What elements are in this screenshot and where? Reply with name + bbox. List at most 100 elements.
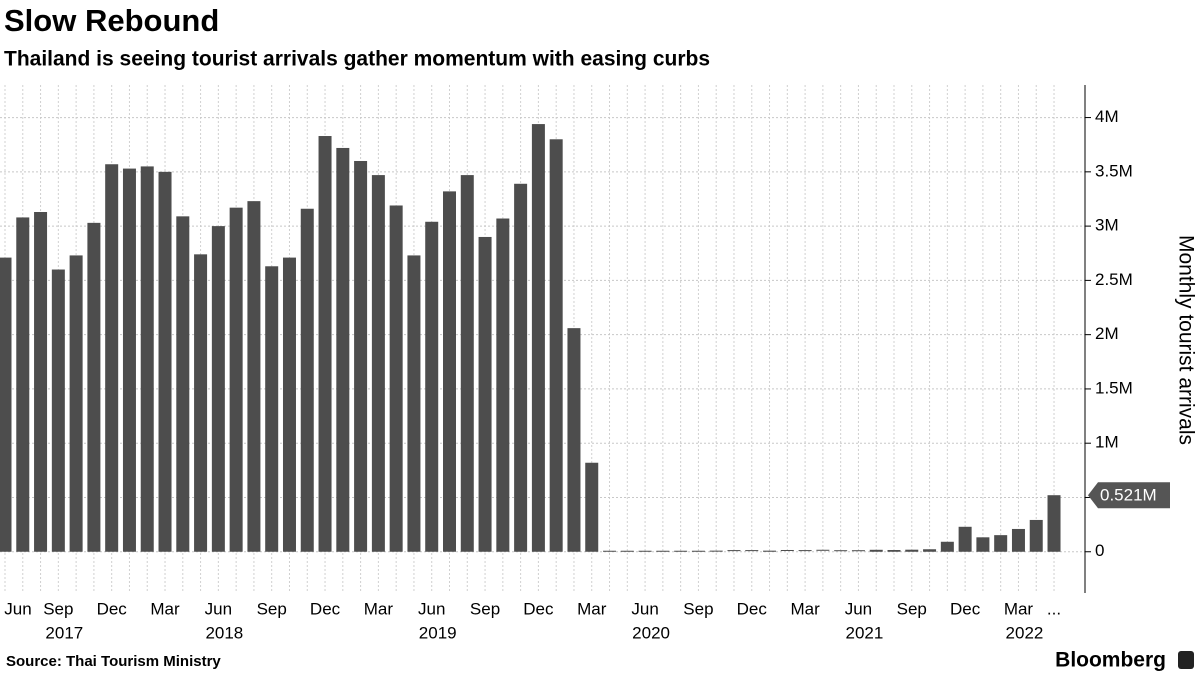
x-tick-label: Jun: [418, 599, 445, 618]
bar: [674, 550, 688, 552]
y-tick-label: 1M: [1095, 433, 1119, 452]
bar: [745, 550, 759, 552]
bar: [34, 212, 48, 552]
y-tick-label: 1.5M: [1095, 378, 1133, 397]
y-tick-label: 2.5M: [1095, 270, 1133, 289]
bar: [869, 549, 883, 552]
x-tick-label: Mar: [1004, 599, 1034, 618]
x-tick-label: Mar: [364, 599, 394, 618]
x-year-label: 2019: [419, 623, 457, 642]
chart-title: Slow Rebound: [4, 3, 219, 38]
bar: [691, 550, 705, 552]
x-year-label: 2022: [1006, 623, 1044, 642]
bar: [763, 550, 777, 552]
x-tick-label: Jun: [631, 599, 658, 618]
bar: [976, 537, 990, 552]
bar: [834, 550, 848, 552]
value-label: 0.521M: [1100, 486, 1157, 505]
bar: [300, 208, 314, 552]
x-tick-label: Sep: [257, 599, 287, 618]
x-tick-label: Mar: [790, 599, 820, 618]
bar: [816, 549, 830, 551]
x-year-label: 2020: [632, 623, 670, 642]
bar: [0, 257, 12, 552]
bar: [496, 218, 510, 552]
bar: [638, 550, 652, 552]
bar: [211, 226, 225, 552]
y-tick-label: 0: [1095, 541, 1104, 560]
bar: [16, 217, 30, 552]
x-tick-label: Dec: [523, 599, 554, 618]
bar: [122, 168, 136, 552]
bar: [514, 183, 528, 552]
y-tick-label: 3M: [1095, 216, 1119, 235]
bar: [229, 207, 243, 552]
bar: [620, 550, 634, 552]
y-tick-label: 2M: [1095, 324, 1119, 343]
bar: [336, 147, 350, 552]
bar: [1029, 519, 1043, 552]
x-tick-label: Mar: [577, 599, 607, 618]
bar: [549, 139, 563, 552]
x-tick-label: Jun: [205, 599, 232, 618]
bar: [318, 136, 332, 552]
bar: [140, 166, 154, 552]
x-tick-label: Sep: [43, 599, 73, 618]
bar: [354, 160, 368, 552]
bar: [105, 164, 119, 552]
bar: [656, 550, 670, 552]
value-label-box: [1088, 482, 1170, 509]
bar: [194, 254, 208, 552]
bar: [478, 236, 492, 552]
x-tick-label: Jun: [845, 599, 872, 618]
bar: [887, 550, 901, 552]
bar: [389, 205, 403, 552]
x-tick-label: Dec: [737, 599, 768, 618]
bar: [460, 175, 474, 552]
bar: [851, 550, 865, 552]
x-tick-label: Dec: [97, 599, 128, 618]
bar: [727, 550, 741, 552]
bar: [905, 549, 919, 552]
x-tick-label: Jun: [4, 599, 31, 618]
x-tick-label: Sep: [897, 599, 927, 618]
bar: [247, 201, 261, 552]
bar: [1011, 528, 1025, 552]
bar: [87, 222, 101, 552]
x-tick-label: Dec: [950, 599, 981, 618]
x-tick-label: Mar: [150, 599, 180, 618]
bar: [585, 462, 599, 552]
chart-subtitle: Thailand is seeing tourist arrivals gath…: [4, 48, 710, 71]
bar: [531, 124, 545, 552]
bar: [158, 171, 172, 552]
x-tick-label: Sep: [683, 599, 713, 618]
bar: [69, 255, 83, 552]
bar: [603, 550, 617, 552]
y-tick-label: 4M: [1095, 107, 1119, 126]
source: Source: Thai Tourism Ministry: [6, 653, 221, 670]
logo-icon: [1178, 651, 1194, 669]
bar: [51, 269, 65, 552]
x-tick-label: Sep: [470, 599, 500, 618]
x-year-label: 2017: [45, 623, 83, 642]
y-axis-label: Monthly tourist arrivals: [1174, 235, 1197, 445]
x-year-label: 2021: [846, 623, 884, 642]
bar: [407, 255, 421, 552]
x-tick-label: ...: [1047, 599, 1061, 618]
y-tick-label: 3.5M: [1095, 161, 1133, 180]
bar: [709, 550, 723, 552]
bar: [176, 216, 190, 552]
bar: [958, 526, 972, 552]
bar: [923, 549, 937, 552]
x-tick-label: Dec: [310, 599, 341, 618]
bar: [265, 266, 279, 552]
bar: [425, 221, 439, 552]
bar: [1047, 495, 1061, 552]
bar: [940, 541, 954, 552]
x-year-label: 2018: [205, 623, 243, 642]
bar: [371, 175, 385, 552]
bar: [443, 191, 456, 552]
bar: [780, 549, 794, 551]
bar: [282, 257, 296, 552]
